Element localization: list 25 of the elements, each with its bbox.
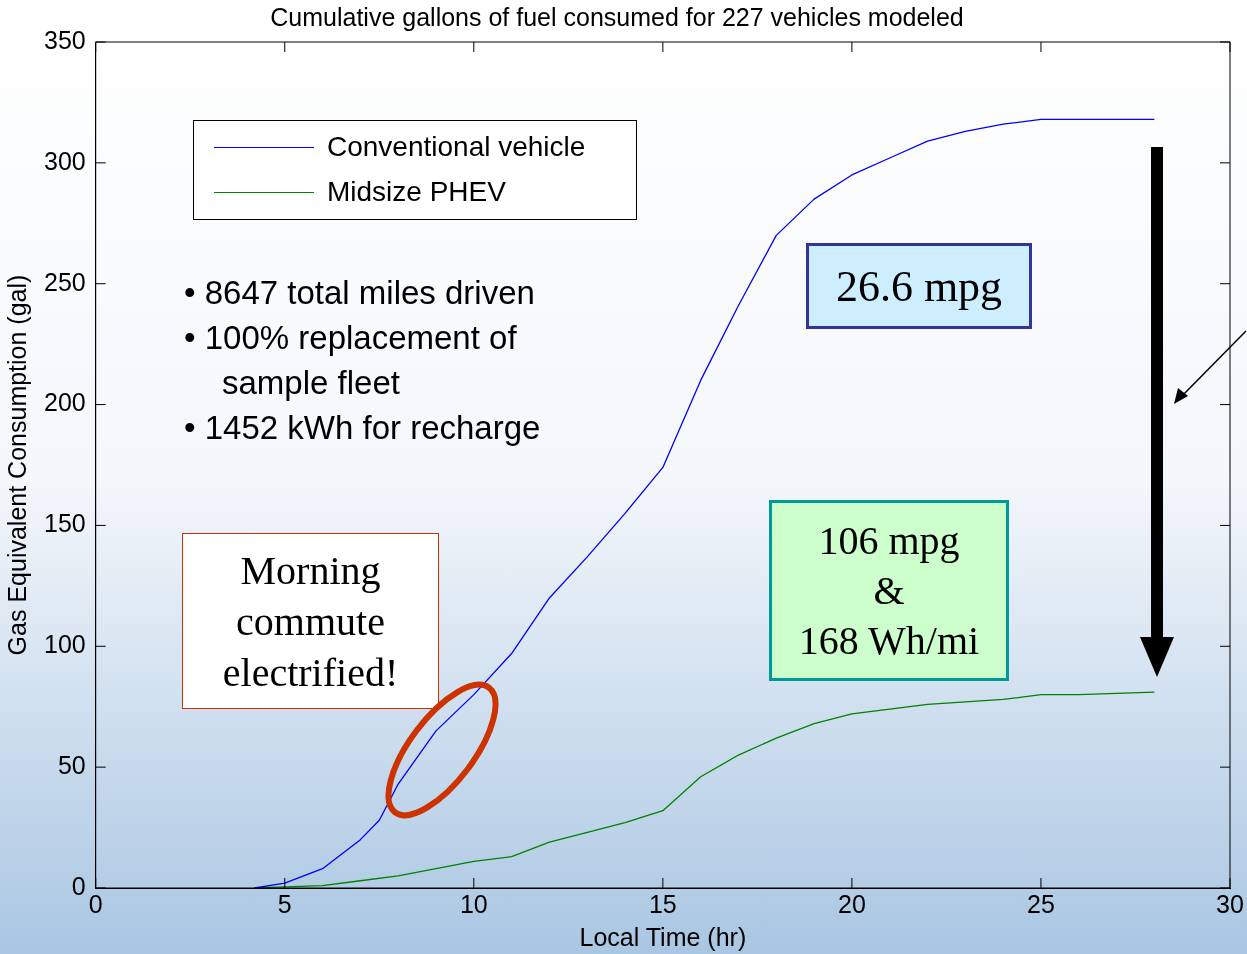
x-tick-label: 20 xyxy=(838,889,866,918)
y-tick-label: 100 xyxy=(43,630,86,659)
x-tick-label: 30 xyxy=(1216,889,1244,918)
annotation: 26.6 mpg xyxy=(806,243,1032,329)
annotation: • 100% replacement of sample fleet xyxy=(184,318,518,403)
y-tick-label: 50 xyxy=(57,751,86,780)
annotation: Morning commute electrified! xyxy=(182,533,439,709)
y-tick-label: 250 xyxy=(43,267,86,296)
x-axis-title: Local Time (hr) xyxy=(579,922,747,951)
y-axis-title: Gas Equivalent Consumption (gal) xyxy=(2,274,31,656)
chart-title: Cumulative gallons of fuel consumed for 227 vehicles modeled xyxy=(270,2,964,31)
annotation: 106 mpg & 168 Wh/mi xyxy=(769,500,1009,681)
legend-label: Conventional vehicle xyxy=(327,131,586,163)
x-tick-label: 15 xyxy=(648,889,677,918)
x-tick-label: 25 xyxy=(1027,889,1055,918)
legend-label: Midsize PHEV xyxy=(327,176,506,208)
y-tick-label: 0 xyxy=(71,871,86,900)
y-tick-label: 300 xyxy=(43,146,86,175)
x-tick-label: 5 xyxy=(277,889,292,918)
annotation: • 1452 kWh for recharge xyxy=(184,408,542,448)
y-tick-label: 150 xyxy=(43,509,86,538)
x-tick-label: 10 xyxy=(459,889,488,918)
y-tick-label: 350 xyxy=(43,25,86,54)
annotation: • 8647 total miles driven xyxy=(184,273,536,313)
y-tick-label: 200 xyxy=(43,388,86,417)
